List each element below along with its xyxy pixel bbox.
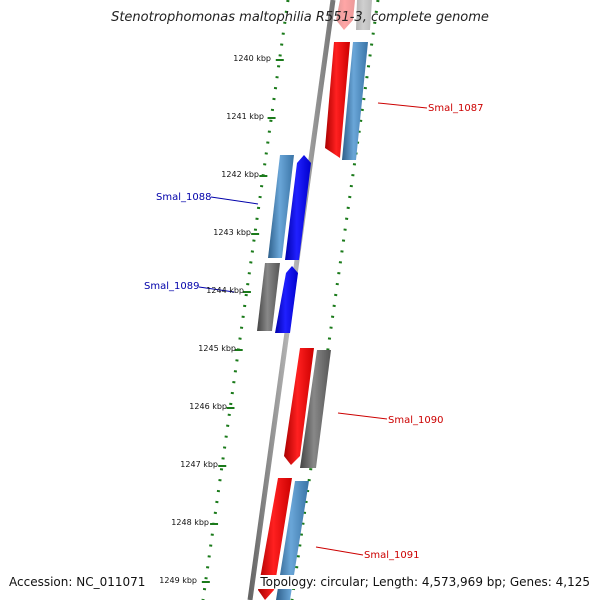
feature-smal-1091[interactable] — [258, 478, 309, 600]
tick-label: 1247 kbp — [180, 460, 218, 469]
tick-label: 1246 kbp — [189, 402, 227, 411]
gene-label-smal-1087[interactable]: Smal_1087 — [428, 103, 483, 114]
feature-block-steel[interactable] — [342, 42, 368, 160]
tick-label: 1244 kbp — [206, 286, 244, 295]
feature-arrow-red[interactable] — [284, 348, 314, 465]
gene-label-smal-1091[interactable]: Smal_1091 — [364, 550, 419, 561]
feature-arrow-blue[interactable] — [275, 266, 298, 333]
gene-label-smal-1090[interactable]: Smal_1090 — [388, 415, 443, 426]
feature-block-gray[interactable] — [300, 350, 331, 468]
tick-label: 1249 kbp — [159, 576, 197, 585]
feature-block-steel[interactable] — [276, 481, 309, 600]
feature-smal-1090[interactable] — [284, 348, 331, 468]
feature-partial-top-gray — [356, 0, 372, 30]
gene-label-smal-1088[interactable]: Smal_1088 — [156, 192, 211, 203]
gene-label-smal-1089[interactable]: Smal_1089 — [144, 281, 199, 292]
feature-smal-1089[interactable] — [257, 263, 298, 333]
tick-label: 1240 kbp — [233, 54, 271, 63]
tick-label: 1248 kbp — [171, 518, 209, 527]
feature-arrow-red[interactable] — [258, 478, 292, 600]
feature-arrow-red[interactable] — [325, 42, 350, 158]
feature-block-gray[interactable] — [257, 263, 280, 331]
callout-line-smal-1087 — [377, 102, 428, 109]
topology-summary: Topology: circular; Length: 4,573,969 bp… — [258, 575, 592, 589]
feature-block-steel[interactable] — [268, 155, 294, 258]
accession-text: Accession: NC_011071 — [7, 575, 148, 589]
tick-label: 1243 kbp — [213, 228, 251, 237]
feature-smal-1087[interactable] — [325, 0, 372, 160]
tick-label: 1241 kbp — [226, 112, 264, 121]
feature-partial-top — [336, 0, 355, 30]
callout-line-smal-1091 — [315, 546, 364, 556]
callout-line-smal-1089 — [198, 286, 235, 293]
tick-marks — [201, 59, 284, 583]
genome-title: Stenotrophomonas maltophilia R551-3, com… — [111, 10, 489, 25]
feature-arrow-blue[interactable] — [285, 155, 311, 260]
gene-labels: Smal_1087 Smal_1088 Smal_1089 Smal_1090 … — [144, 103, 483, 561]
callout-line-smal-1088 — [210, 196, 259, 205]
callout-line-smal-1090 — [337, 412, 388, 420]
outer-tick-ring — [201, 0, 290, 601]
tick-labels: 1240 kbp 1241 kbp 1242 kbp 1243 kbp 1244… — [159, 54, 271, 585]
tick-label: 1242 kbp — [221, 170, 259, 179]
tick-label: 1245 kbp — [198, 344, 236, 353]
feature-smal-1088[interactable] — [268, 155, 311, 260]
